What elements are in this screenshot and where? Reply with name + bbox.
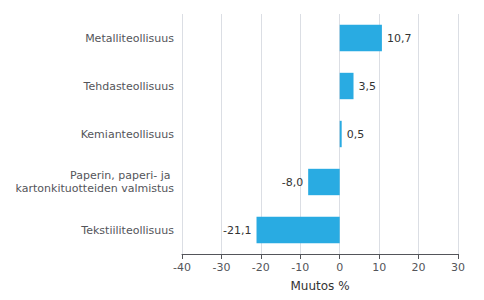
svg-text:-21,1: -21,1 <box>223 224 251 237</box>
svg-text:0,5: 0,5 <box>347 128 365 141</box>
svg-text:3,5: 3,5 <box>359 80 377 93</box>
svg-text:Muutos %: Muutos % <box>290 279 349 293</box>
svg-text:kartonkituotteiden valmistus: kartonkituotteiden valmistus <box>16 182 175 195</box>
svg-text:-10: -10 <box>291 261 309 274</box>
svg-text:Metalliteollisuus: Metalliteollisuus <box>85 32 174 45</box>
svg-text:Paperin, paperi- ja: Paperin, paperi- ja <box>70 169 174 182</box>
svg-text:Kemianteollisuus: Kemianteollisuus <box>81 128 175 141</box>
svg-text:-20: -20 <box>252 261 270 274</box>
svg-text:10,7: 10,7 <box>387 32 412 45</box>
svg-text:Tehdasteollisuus: Tehdasteollisuus <box>83 80 175 93</box>
svg-text:30: 30 <box>451 261 465 274</box>
svg-text:-40: -40 <box>173 261 191 274</box>
svg-text:-8,0: -8,0 <box>282 176 303 189</box>
svg-text:Tekstiiliteollisuus: Tekstiiliteollisuus <box>80 224 174 237</box>
svg-text:-30: -30 <box>212 261 230 274</box>
svg-text:0: 0 <box>336 261 343 274</box>
svg-text:10: 10 <box>372 261 386 274</box>
svg-text:20: 20 <box>412 261 426 274</box>
